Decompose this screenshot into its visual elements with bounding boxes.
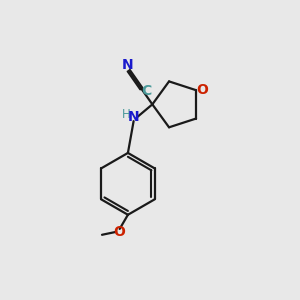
Text: H: H bbox=[122, 108, 130, 121]
Text: O: O bbox=[114, 225, 126, 239]
Text: N: N bbox=[122, 58, 133, 72]
Text: C: C bbox=[142, 84, 152, 98]
Text: N: N bbox=[128, 110, 140, 124]
Text: O: O bbox=[196, 82, 208, 97]
